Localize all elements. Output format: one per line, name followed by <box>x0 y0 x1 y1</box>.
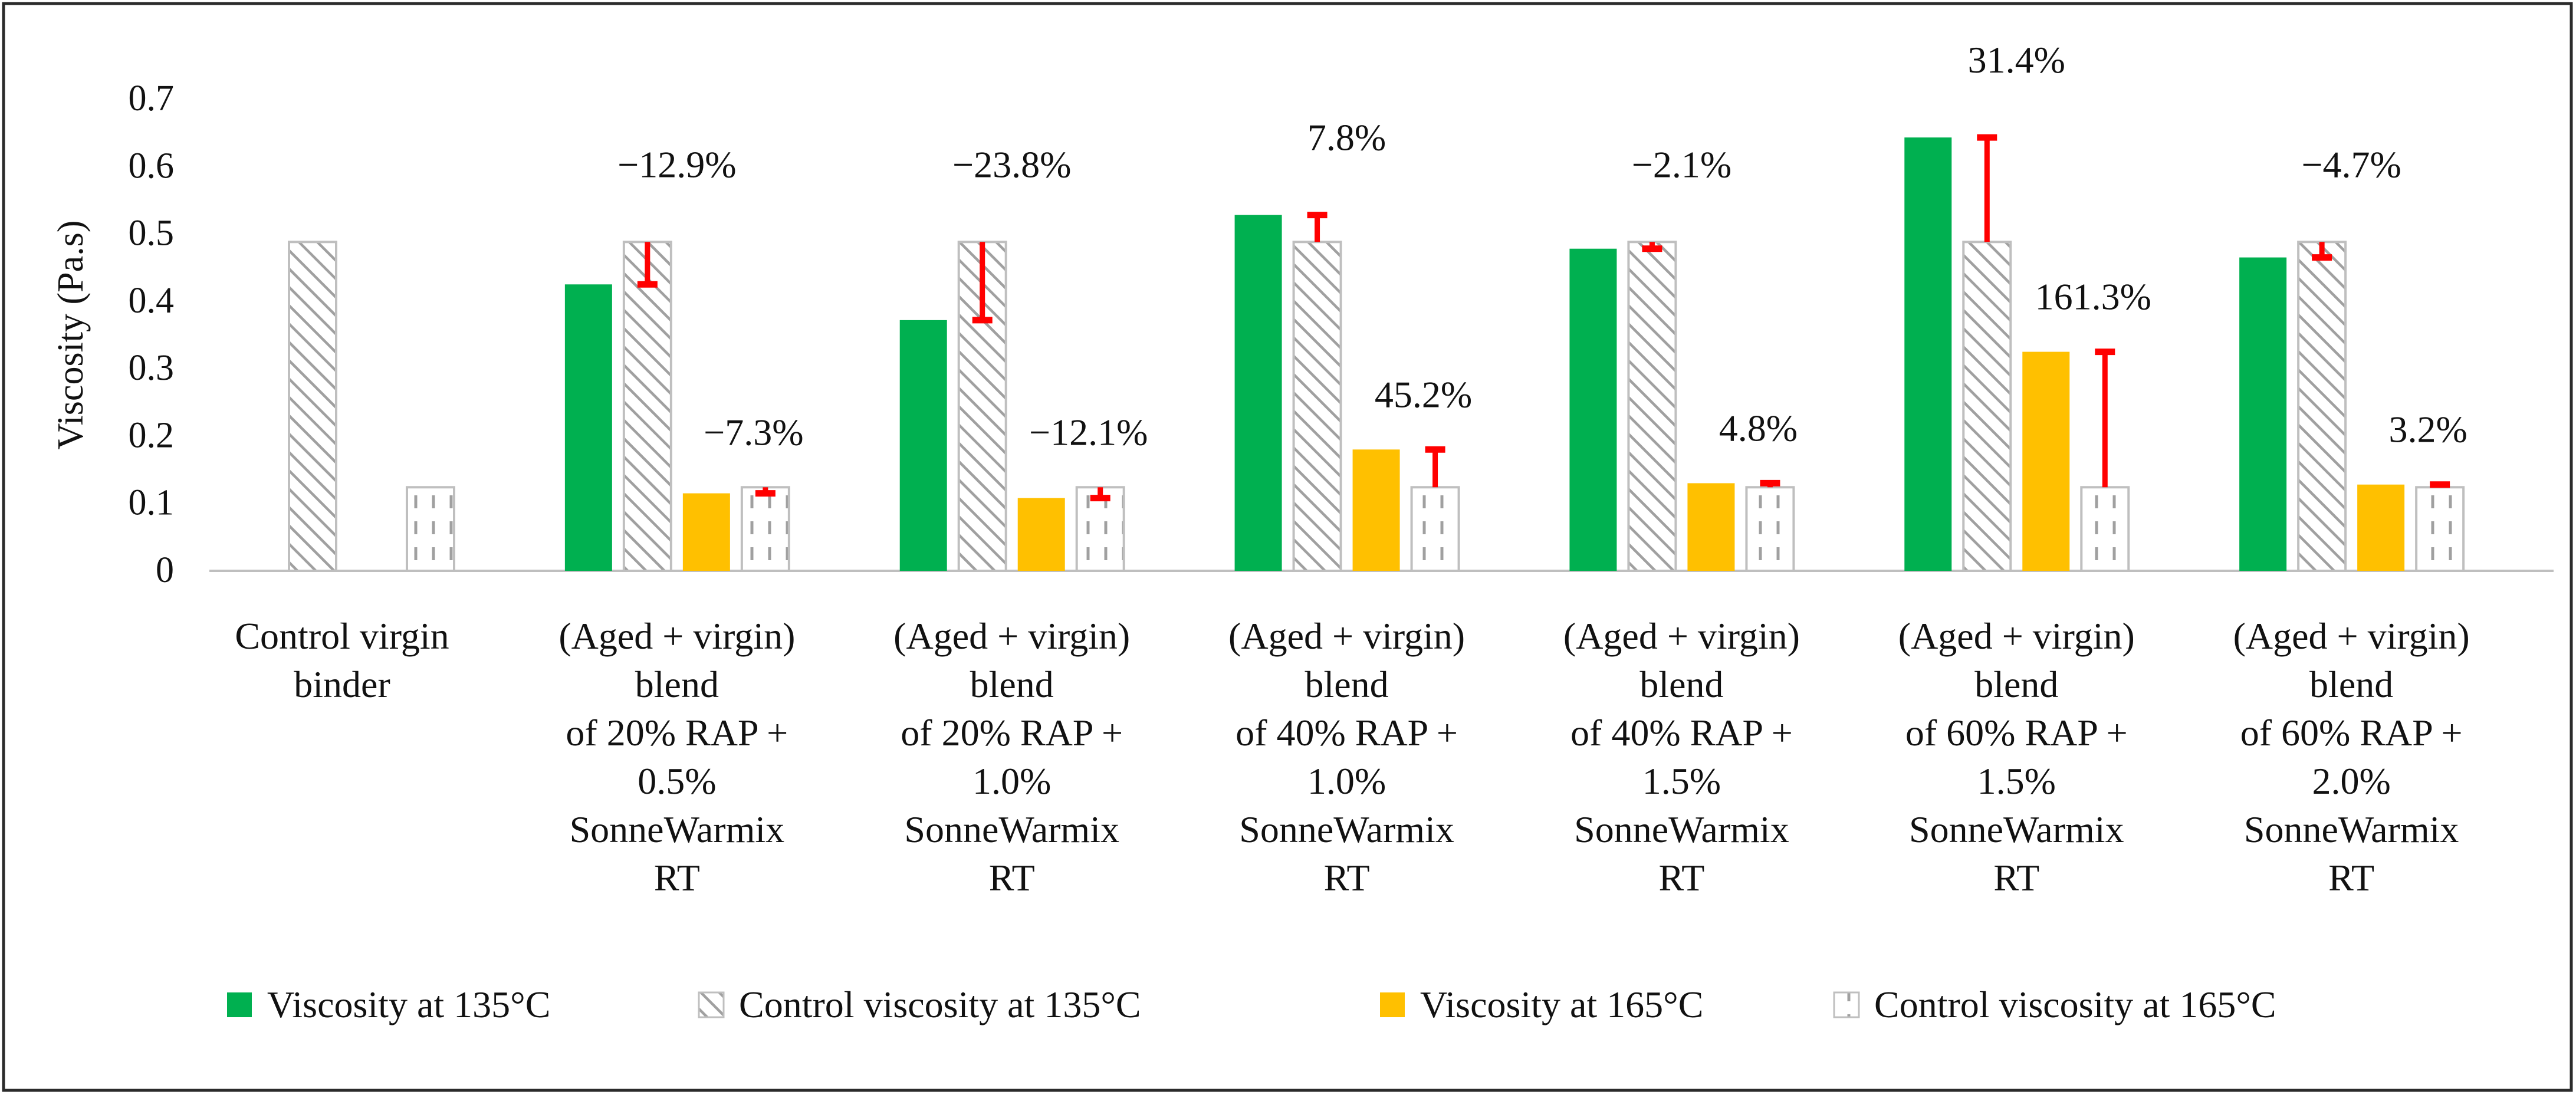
difference-marker <box>1642 242 1662 252</box>
y-axis-title: Viscosity (Pa.s) <box>51 221 91 450</box>
difference-marker <box>1760 479 1780 488</box>
legend-swatch <box>1380 992 1405 1017</box>
bar-2-cat-2 <box>622 241 672 572</box>
bar-3-cat-5 <box>1687 483 1735 571</box>
legend-label: Control viscosity at 165°C <box>1874 984 2276 1025</box>
annotation-135-2: −23.8% <box>952 143 1071 185</box>
bar-4-cat-6 <box>2080 486 2130 572</box>
difference-marker <box>1425 446 1445 488</box>
difference-marker <box>2312 242 2332 261</box>
x-category-label-2: (Aged + virgin) blend of 20% RAP +0.5% Sonn… <box>558 615 795 899</box>
legend-item-4: Control viscosity at 165°C <box>1833 984 2276 1025</box>
y-tick-label: 0.6 <box>129 146 175 186</box>
bar-4-cat-2 <box>740 486 790 572</box>
bar-1-cat-7 <box>2239 257 2287 571</box>
bar-1-cat-6 <box>1904 137 1952 571</box>
annotation-165-4: 4.8% <box>1719 407 1798 449</box>
x-category-label-4: (Aged + virgin) blend of 40% RAP +1.0% Sonn… <box>1228 615 1465 899</box>
legend-swatch <box>227 992 252 1017</box>
difference-marker <box>972 242 993 324</box>
annotation-165-2: −12.1% <box>1029 411 1148 453</box>
bar-3-cat-3 <box>1017 498 1065 571</box>
bar-3-cat-4 <box>1352 449 1400 571</box>
bar-1-cat-4 <box>1234 215 1282 571</box>
y-tick-label: 0 <box>156 550 174 590</box>
bar-3-cat-2 <box>682 493 730 571</box>
y-tick-label: 0.2 <box>129 415 175 455</box>
y-tick-label: 0.1 <box>129 483 175 523</box>
legend-label: Viscosity at 165°C <box>1420 984 1703 1025</box>
x-category-label-3: (Aged + virgin) blend of 20% RAP +1.0% Sonn… <box>893 615 1130 899</box>
y-tick-label: 0.4 <box>129 281 175 321</box>
x-category-label-5: (Aged + virgin) blend of 40% RAP +1.5% Sonn… <box>1563 615 1800 899</box>
bar-4-cat-5 <box>1745 486 1795 572</box>
legend-item-3: Viscosity at 165°C <box>1380 984 1703 1025</box>
legend-swatch <box>1833 991 1860 1018</box>
bar-2-cat-6 <box>1962 241 2012 572</box>
legend-item-2: Control viscosity at 135°C <box>698 984 1141 1025</box>
x-category-label-7: (Aged + virgin) blend of 60% RAP +2.0% Sonn… <box>2233 615 2470 899</box>
x-category-label-6: (Aged + virgin) blend of 60% RAP +1.5% Sonn… <box>1898 615 2135 899</box>
bar-1-cat-3 <box>899 320 947 571</box>
bar-4-cat-7 <box>2415 486 2465 572</box>
bar-3-cat-7 <box>2357 484 2405 571</box>
legend-item-1: Viscosity at 135°C <box>227 984 550 1025</box>
annotation-135-3: 7.8% <box>1307 117 1386 159</box>
annotation-135-1: −12.9% <box>617 143 736 185</box>
y-tick-label: 0.7 <box>129 78 175 119</box>
annotation-135-5: 31.4% <box>1968 39 2065 81</box>
annotation-135-6: −4.7% <box>2301 143 2401 185</box>
legend-label: Control viscosity at 135°C <box>739 984 1141 1025</box>
legend-swatch <box>698 991 725 1018</box>
bar-3-cat-6 <box>2022 351 2070 571</box>
difference-marker <box>1307 212 1328 242</box>
annotation-165-6: 3.2% <box>2388 409 2467 451</box>
x-category-label-1: Control virgin binder <box>235 615 449 705</box>
difference-marker <box>1977 134 1997 242</box>
bar-4-cat-4 <box>1410 486 1460 572</box>
difference-marker <box>1090 487 1110 502</box>
bar-2-cat-1 <box>288 241 337 572</box>
y-tick-label: 0.3 <box>129 348 175 388</box>
difference-marker <box>637 242 658 288</box>
bar-2-cat-7 <box>2297 241 2347 572</box>
annotation-135-4: −2.1% <box>1632 143 1731 185</box>
difference-marker <box>2095 349 2115 488</box>
difference-marker <box>2430 481 2450 488</box>
bar-1-cat-2 <box>564 284 612 571</box>
y-tick-label: 0.5 <box>129 213 175 254</box>
difference-marker <box>755 487 776 497</box>
legend-label: Viscosity at 135°C <box>267 984 550 1025</box>
bar-4-cat-1 <box>406 486 455 572</box>
bar-2-cat-4 <box>1292 241 1342 572</box>
annotation-165-1: −7.3% <box>704 411 803 453</box>
annotation-165-5: 161.3% <box>2035 276 2151 318</box>
annotation-165-3: 45.2% <box>1375 373 1472 415</box>
bar-1-cat-5 <box>1569 248 1617 571</box>
bar-2-cat-5 <box>1627 241 1677 572</box>
